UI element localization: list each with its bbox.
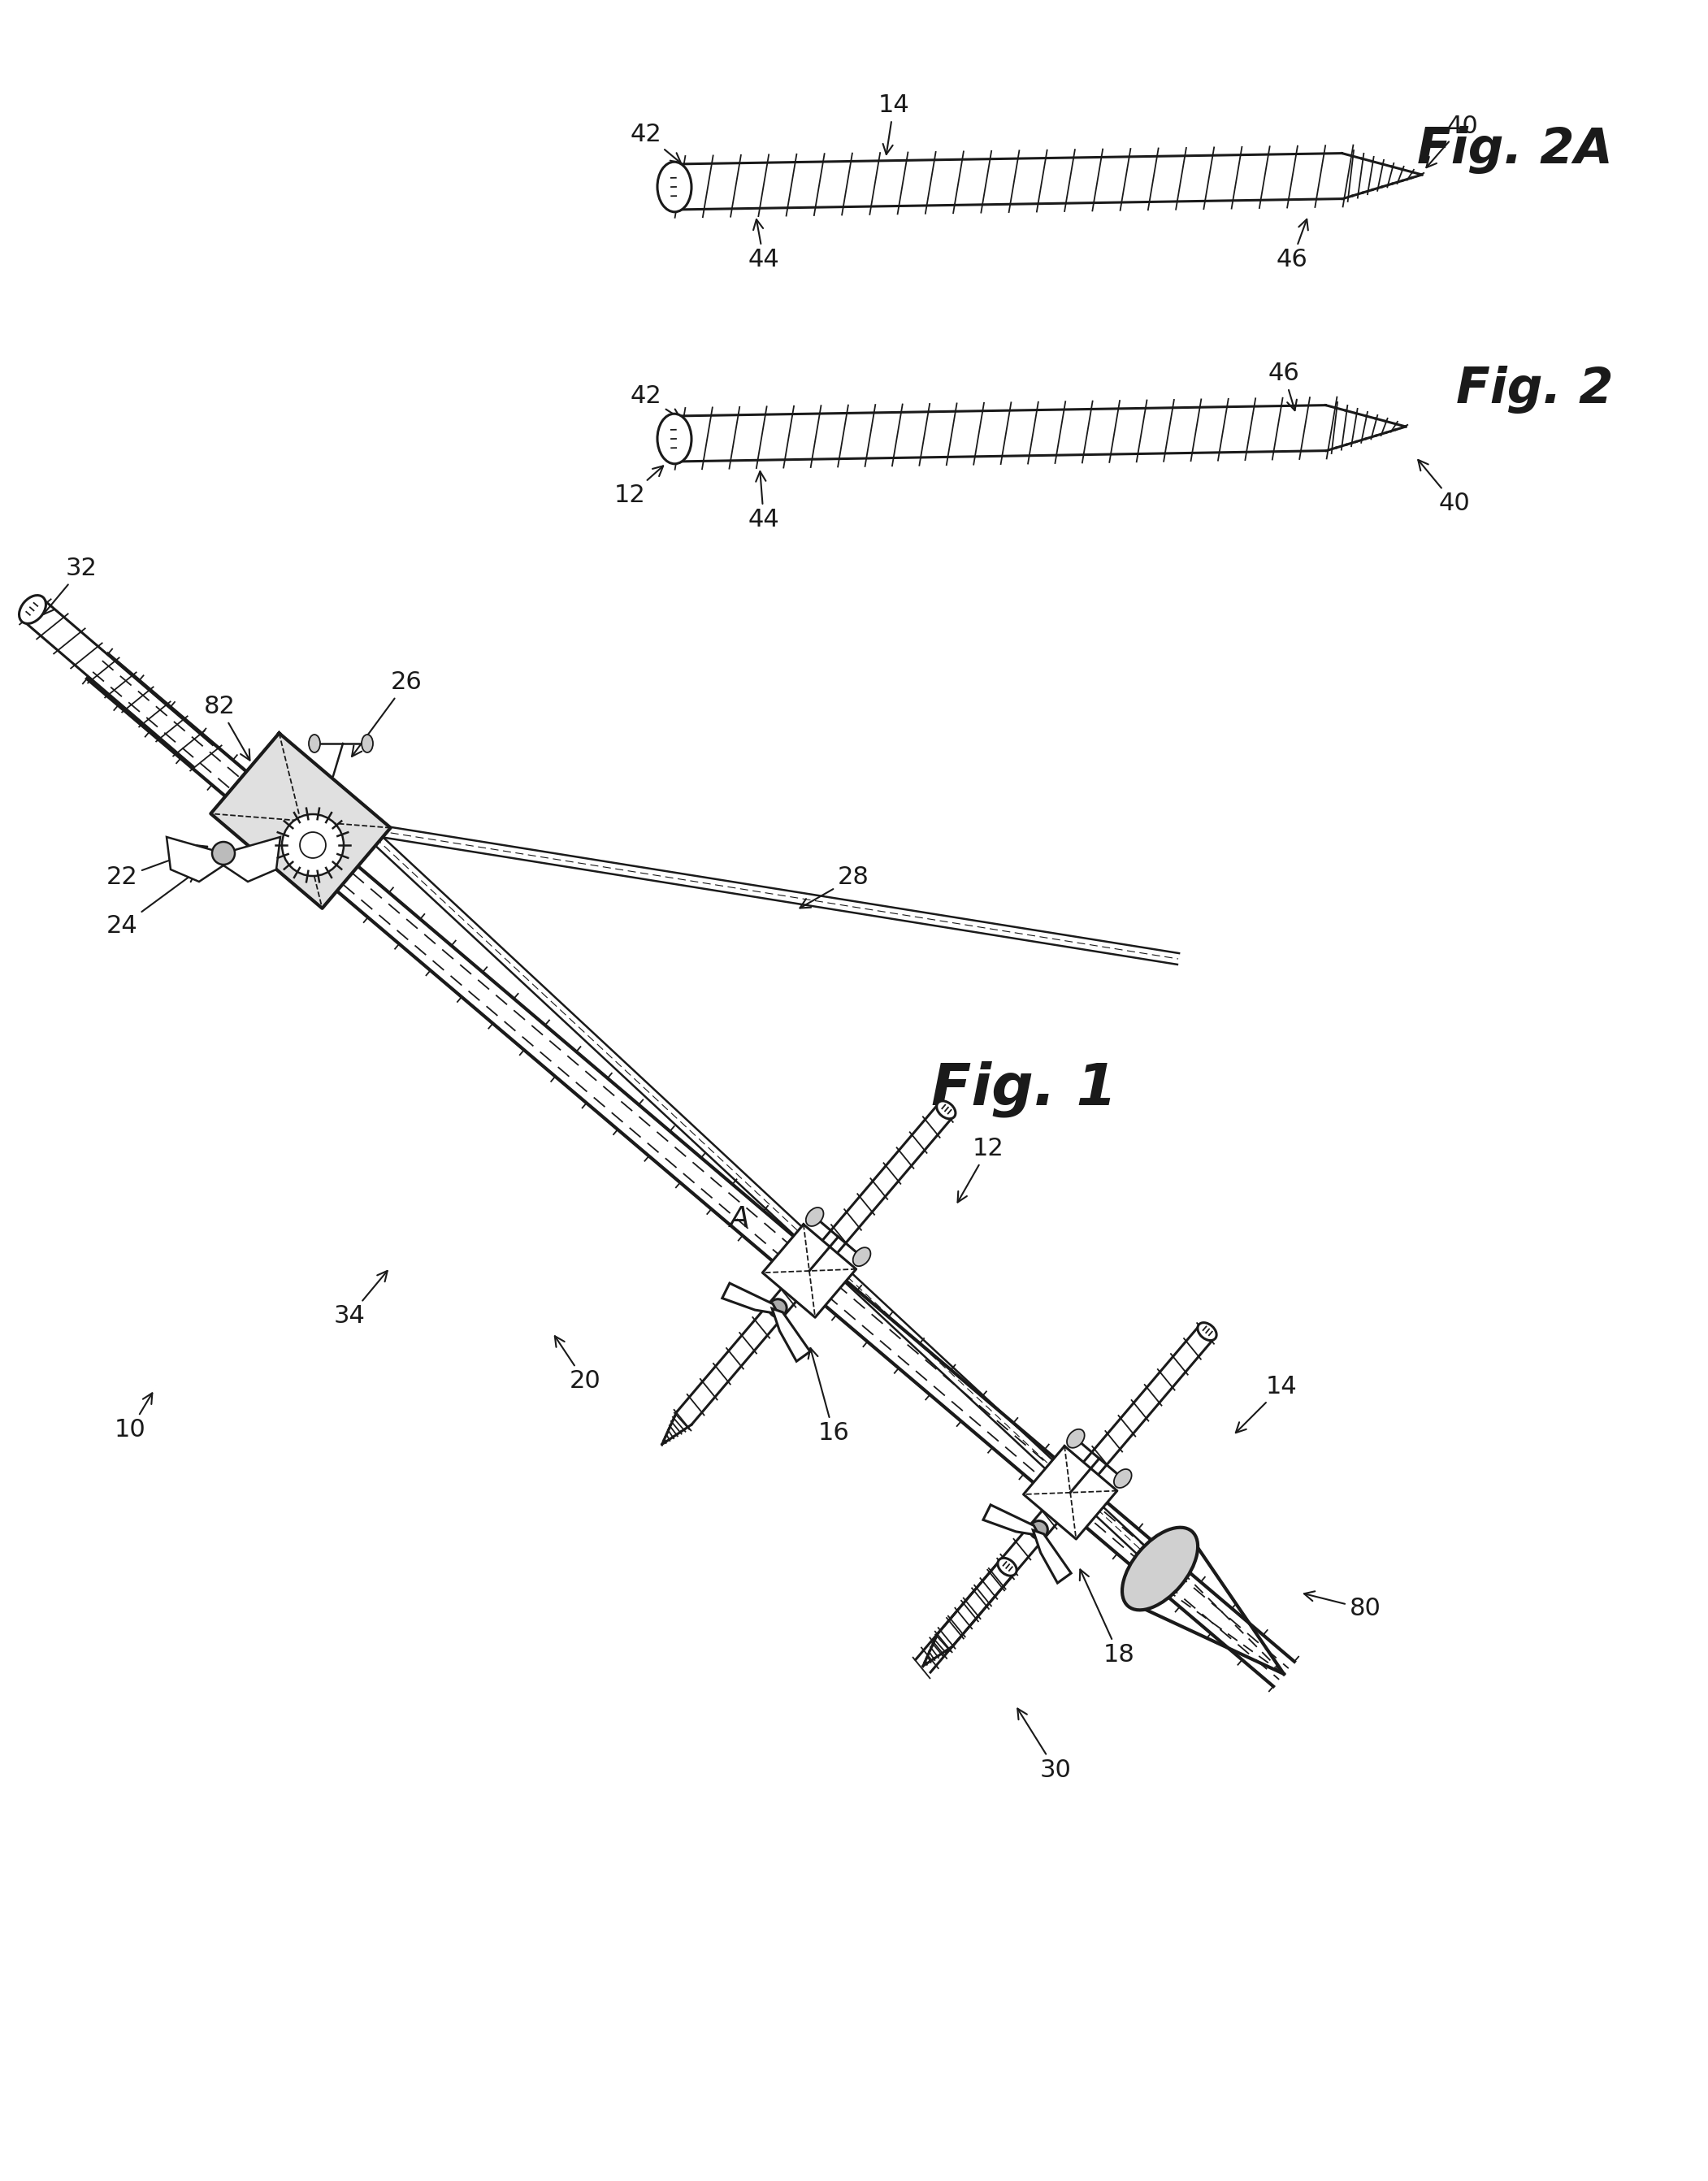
Ellipse shape	[19, 595, 46, 624]
Ellipse shape	[362, 735, 372, 752]
Text: 40: 40	[1426, 113, 1479, 168]
Text: 32: 32	[43, 556, 97, 615]
Circle shape	[282, 814, 343, 877]
Ellipse shape	[806, 1208, 823, 1226]
Polygon shape	[762, 1224, 856, 1317]
Polygon shape	[224, 838, 280, 881]
Polygon shape	[1033, 1531, 1071, 1583]
Ellipse shape	[1030, 1520, 1047, 1538]
Text: Fig. 2: Fig. 2	[1455, 366, 1612, 414]
Text: 22: 22	[106, 846, 207, 890]
Ellipse shape	[769, 1300, 787, 1317]
Text: 30: 30	[1018, 1708, 1071, 1782]
Ellipse shape	[658, 414, 692, 465]
Text: Fig. 2A: Fig. 2A	[1418, 126, 1612, 174]
Text: 18: 18	[1079, 1570, 1134, 1666]
Text: 16: 16	[808, 1348, 849, 1446]
Text: 20: 20	[555, 1337, 601, 1394]
Text: A: A	[729, 1206, 750, 1232]
Text: 10: 10	[114, 1394, 152, 1442]
Ellipse shape	[1114, 1470, 1132, 1487]
Ellipse shape	[1197, 1322, 1216, 1341]
Ellipse shape	[997, 1557, 1016, 1577]
Text: 40: 40	[1418, 460, 1471, 515]
Ellipse shape	[1122, 1527, 1197, 1610]
Polygon shape	[210, 733, 391, 907]
Polygon shape	[772, 1309, 810, 1361]
Text: 26: 26	[352, 672, 422, 757]
Text: 42: 42	[630, 122, 681, 164]
Text: 28: 28	[799, 866, 869, 907]
Ellipse shape	[852, 1248, 871, 1267]
Circle shape	[212, 842, 234, 864]
Polygon shape	[722, 1282, 779, 1313]
Ellipse shape	[1068, 1429, 1085, 1448]
Text: 12: 12	[958, 1136, 1004, 1202]
Text: 46: 46	[1267, 362, 1300, 410]
Text: Fig. 1: Fig. 1	[931, 1060, 1117, 1117]
Polygon shape	[167, 838, 224, 881]
Text: 42: 42	[630, 384, 681, 419]
Text: 82: 82	[203, 696, 249, 761]
Text: 14: 14	[878, 94, 910, 155]
Ellipse shape	[658, 161, 692, 212]
Text: 24: 24	[106, 872, 196, 938]
Ellipse shape	[936, 1101, 955, 1119]
Text: 12: 12	[613, 467, 663, 508]
Text: 14: 14	[1237, 1376, 1298, 1433]
Text: 44: 44	[748, 220, 779, 273]
Text: 44: 44	[748, 471, 779, 532]
Text: 34: 34	[333, 1272, 388, 1328]
Polygon shape	[1023, 1446, 1117, 1540]
Ellipse shape	[309, 735, 319, 752]
Text: 46: 46	[1276, 220, 1308, 273]
Text: 80: 80	[1305, 1592, 1380, 1620]
Polygon shape	[984, 1505, 1038, 1535]
